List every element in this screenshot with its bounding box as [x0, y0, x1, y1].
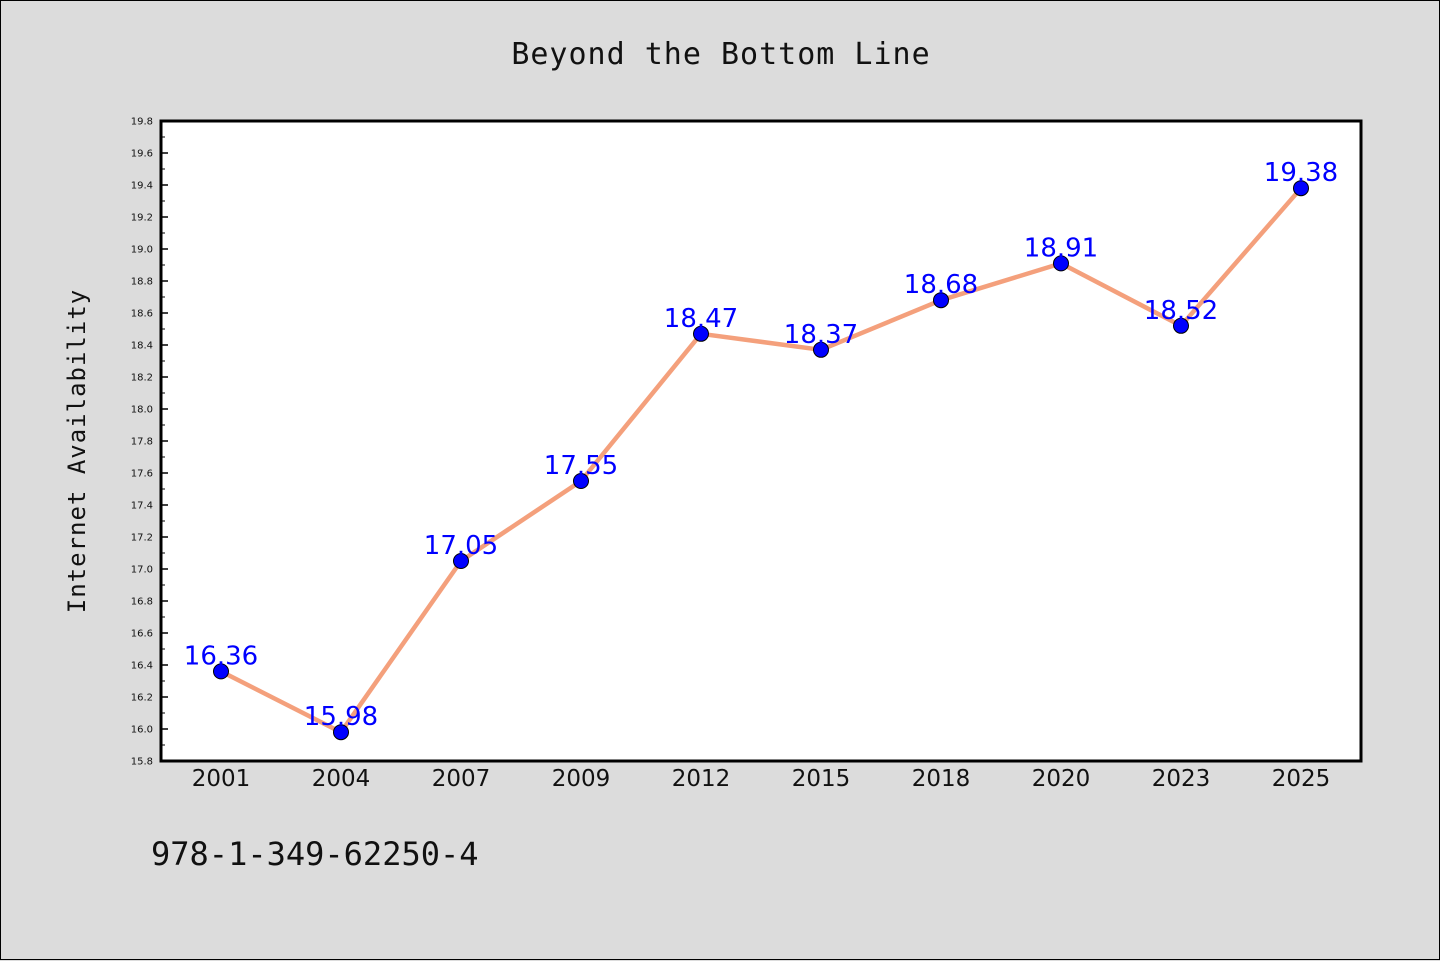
y-tick-label: 19.6 [131, 149, 153, 160]
x-tick-label: 2009 [552, 766, 611, 792]
y-tick-label: 16.0 [131, 725, 153, 736]
y-tick-label: 19.8 [131, 117, 153, 128]
data-point [213, 663, 229, 680]
data-point [813, 341, 829, 358]
y-tick-label: 17.6 [131, 469, 153, 480]
y-tick-label: 15.8 [131, 757, 153, 768]
y-tick-label: 16.4 [131, 661, 153, 672]
y-tick-label: 19.4 [131, 181, 153, 192]
y-tick-label: 18.4 [131, 341, 153, 352]
data-label: 17.55 [544, 451, 618, 481]
series-line [219, 186, 1303, 735]
data-label: 18.91 [1024, 233, 1098, 263]
data-label: 16.36 [184, 641, 258, 671]
x-axis-ticks: 2001 2004 2007 2009 2012 2015 2018 2020 2023 2025 [192, 766, 1331, 792]
x-tick-label: 2018 [912, 766, 971, 792]
data-label: 18.47 [664, 304, 738, 334]
data-label: 15.98 [304, 702, 378, 732]
y-tick-label: 18.6 [131, 309, 153, 320]
x-tick-label: 2020 [1032, 766, 1091, 792]
y-tick-label: 16.2 [131, 693, 153, 704]
data-point [453, 553, 469, 569]
data-point [933, 292, 949, 309]
data-label: 17.05 [424, 531, 498, 561]
x-tick-label: 2007 [432, 766, 491, 792]
y-tick-label: 16.6 [131, 629, 153, 640]
data-label: 18.52 [1144, 296, 1218, 326]
y-tick-label: 18.8 [131, 277, 153, 288]
y-tick-label: 18.0 [131, 405, 153, 416]
data-point [573, 473, 589, 489]
y-axis-ticks: 15.8 16.0 16.2 16.4 16.6 16.8 17.0 17.2 17.4 17.6… [131, 117, 168, 768]
y-tick-label: 19.2 [131, 213, 153, 224]
x-tick-label: 2025 [1272, 766, 1331, 792]
y-tick-label: 17.0 [131, 565, 153, 576]
x-tick-label: 2023 [1152, 766, 1211, 792]
x-tick-label: 2001 [192, 766, 251, 792]
y-axis-label: Internet Availability [63, 289, 91, 613]
plot-area [159, 119, 1363, 763]
data-label: 18.37 [784, 320, 858, 350]
y-tick-label: 17.4 [131, 501, 153, 512]
data-point [693, 325, 709, 342]
x-tick-label: 2012 [672, 766, 731, 792]
y-tick-label: 17.8 [131, 437, 153, 448]
chart-title: Beyond the Bottom Line [511, 37, 930, 72]
series-layer: 16.36 15.98 17.05 17.55 18.47 18.37 18.68 18.91… [184, 158, 1338, 741]
y-tick-label: 16.8 [131, 597, 153, 608]
data-label: 18.68 [904, 270, 978, 300]
x-tick-label: 2004 [312, 766, 371, 792]
data-point [1173, 317, 1189, 334]
x-tick-label: 2015 [792, 766, 851, 792]
y-tick-label: 19.0 [131, 245, 153, 256]
y-tick-label: 18.2 [131, 373, 153, 384]
data-point [1293, 180, 1309, 197]
data-point [1053, 255, 1069, 272]
y-tick-label: 17.2 [131, 533, 153, 544]
data-label: 19.38 [1264, 158, 1338, 188]
data-point [333, 724, 349, 741]
footer-code: 978-1-349-62250-4 [151, 835, 479, 873]
